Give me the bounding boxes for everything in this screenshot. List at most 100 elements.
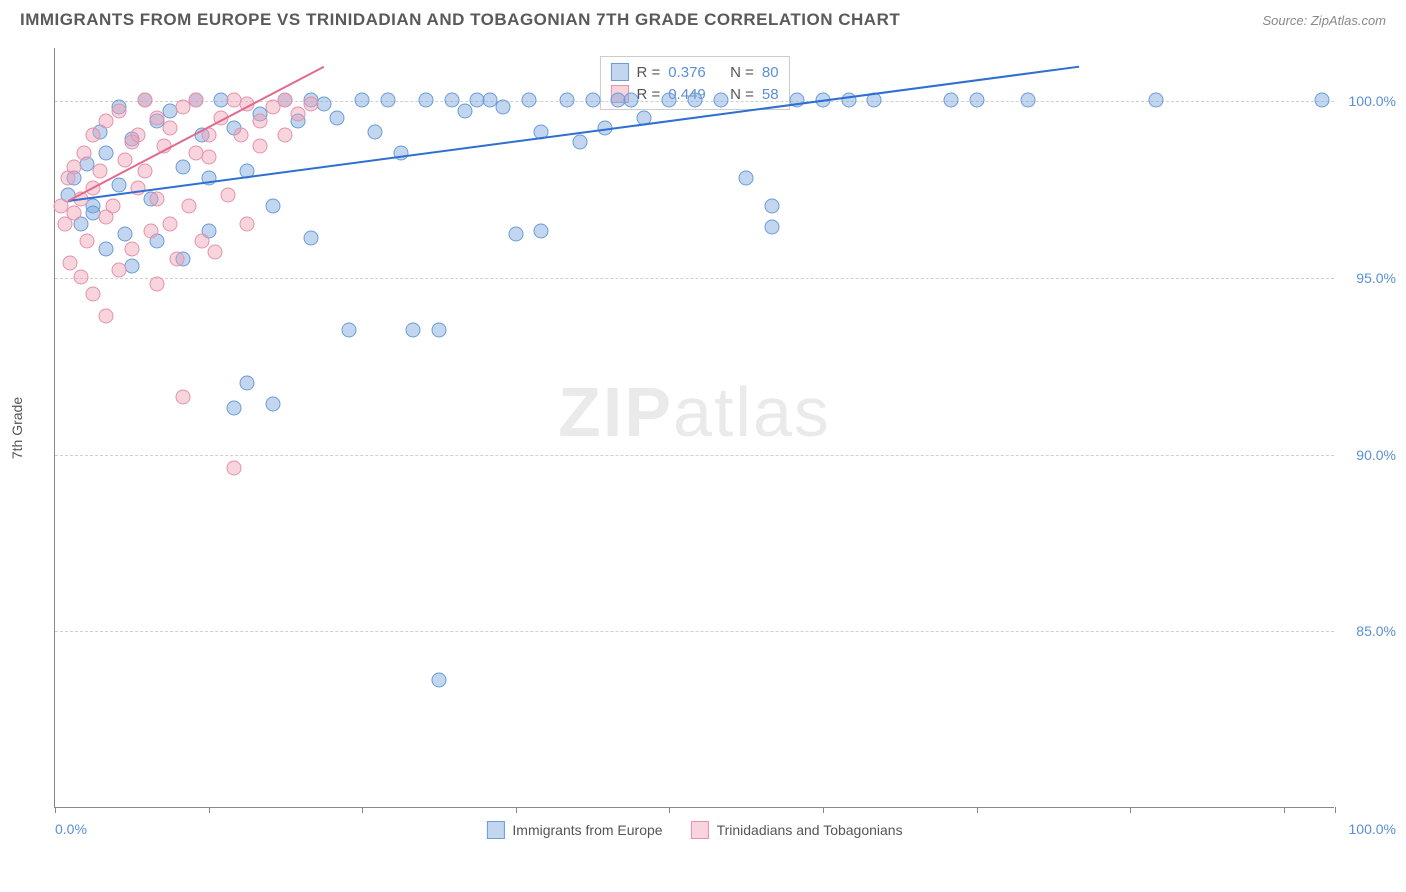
data-point — [560, 93, 575, 108]
data-point — [240, 375, 255, 390]
data-point — [195, 234, 210, 249]
data-point — [99, 308, 114, 323]
gridline — [55, 278, 1334, 279]
x-tick — [823, 807, 824, 813]
legend-item: Immigrants from Europe — [486, 821, 662, 839]
data-point — [99, 146, 114, 161]
data-point — [1315, 93, 1330, 108]
data-point — [220, 188, 235, 203]
data-point — [112, 177, 127, 192]
data-point — [252, 138, 267, 153]
data-point — [419, 93, 434, 108]
data-point — [713, 93, 728, 108]
data-point — [99, 241, 114, 256]
data-point — [291, 107, 306, 122]
data-point — [150, 110, 165, 125]
data-point — [131, 181, 146, 196]
data-point — [124, 259, 139, 274]
data-point — [304, 96, 319, 111]
y-axis-label: 7th Grade — [9, 396, 25, 458]
data-point — [227, 400, 242, 415]
legend-label: Trinidadians and Tobagonians — [717, 822, 903, 838]
x-tick — [516, 807, 517, 813]
data-point — [144, 223, 159, 238]
data-point — [432, 322, 447, 337]
data-point — [137, 93, 152, 108]
data-point — [316, 96, 331, 111]
data-point — [380, 93, 395, 108]
data-point — [624, 93, 639, 108]
data-point — [169, 252, 184, 267]
x-tick — [1335, 807, 1336, 813]
data-point — [406, 322, 421, 337]
data-point — [342, 322, 357, 337]
n-label: N = — [730, 86, 754, 103]
data-point — [77, 146, 92, 161]
data-point — [176, 160, 191, 175]
data-point — [496, 100, 511, 115]
r-label: R = — [636, 64, 660, 81]
data-point — [163, 121, 178, 136]
data-point — [118, 153, 133, 168]
data-point — [688, 93, 703, 108]
data-point — [80, 234, 95, 249]
data-point — [201, 149, 216, 164]
watermark: ZIPatlas — [558, 372, 831, 452]
x-axis-min-label: 0.0% — [55, 821, 87, 837]
stats-row: R =0.376 N =80 — [610, 61, 778, 83]
data-point — [131, 128, 146, 143]
x-tick — [1284, 807, 1285, 813]
data-point — [329, 110, 344, 125]
gridline — [55, 631, 1334, 632]
data-point — [521, 93, 536, 108]
y-tick-label: 85.0% — [1356, 623, 1396, 639]
bottom-legend: Immigrants from Europe Trinidadians and T… — [486, 821, 902, 839]
x-tick — [1130, 807, 1131, 813]
data-point — [278, 128, 293, 143]
x-tick — [669, 807, 670, 813]
r-value: 0.376 — [668, 64, 706, 81]
data-point — [150, 276, 165, 291]
watermark-bold: ZIP — [558, 373, 673, 451]
r-label: R = — [636, 86, 660, 103]
data-point — [969, 93, 984, 108]
x-axis-max-label: 100.0% — [1349, 821, 1396, 837]
data-point — [99, 114, 114, 129]
data-point — [67, 160, 82, 175]
data-point — [572, 135, 587, 150]
data-point — [112, 103, 127, 118]
data-point — [227, 460, 242, 475]
data-point — [73, 269, 88, 284]
data-point — [240, 216, 255, 231]
trend-line — [68, 66, 1079, 202]
data-point — [265, 199, 280, 214]
data-point — [105, 199, 120, 214]
legend-swatch — [691, 821, 709, 839]
data-point — [63, 255, 78, 270]
data-point — [585, 93, 600, 108]
x-tick — [209, 807, 210, 813]
data-point — [188, 93, 203, 108]
data-point — [764, 199, 779, 214]
data-point — [118, 227, 133, 242]
data-point — [432, 672, 447, 687]
x-tick — [55, 807, 56, 813]
y-tick-label: 95.0% — [1356, 270, 1396, 286]
data-point — [457, 103, 472, 118]
data-point — [1148, 93, 1163, 108]
n-value: 80 — [762, 64, 779, 81]
data-point — [944, 93, 959, 108]
data-point — [1020, 93, 1035, 108]
data-point — [150, 192, 165, 207]
data-point — [278, 93, 293, 108]
data-point — [112, 262, 127, 277]
watermark-light: atlas — [673, 373, 831, 451]
data-point — [508, 227, 523, 242]
data-point — [92, 163, 107, 178]
data-point — [137, 163, 152, 178]
data-point — [304, 230, 319, 245]
legend-swatch — [486, 821, 504, 839]
data-point — [662, 93, 677, 108]
x-tick — [977, 807, 978, 813]
legend-swatch — [610, 63, 628, 81]
